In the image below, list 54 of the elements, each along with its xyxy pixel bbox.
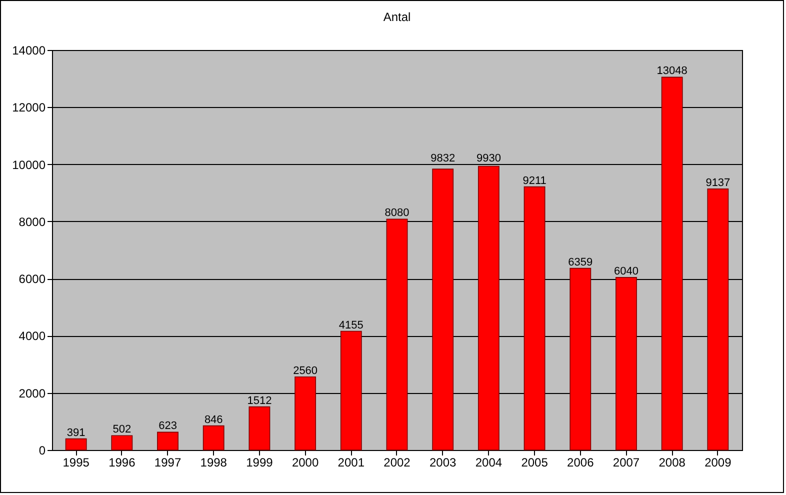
bar [248, 406, 270, 450]
bar [524, 186, 546, 450]
y-tick-label: 2000 [18, 386, 46, 400]
bar [111, 435, 133, 450]
y-tick-label: 4000 [18, 329, 46, 344]
x-tick-label: 2004 [475, 456, 502, 470]
bar [616, 277, 637, 450]
data-label: 9930 [476, 152, 501, 164]
y-tick-label: 10000 [12, 158, 46, 172]
data-label: 9137 [706, 176, 730, 189]
data-label: 4155 [338, 319, 364, 332]
data-label: 502 [112, 424, 132, 436]
x-tick-label: 1997 [154, 456, 182, 470]
data-label: 8080 [384, 207, 410, 220]
chart-title: Antal [383, 10, 411, 24]
y-tick-label: 8000 [18, 214, 46, 229]
bar [707, 188, 729, 450]
x-tick-label: 2009 [704, 456, 732, 470]
bar [65, 438, 87, 450]
data-label: 623 [158, 420, 177, 432]
bar [386, 218, 408, 450]
data-label: 6359 [568, 256, 593, 268]
x-tick-label: 1999 [246, 456, 274, 470]
bar [432, 168, 454, 450]
x-tick-label: 1996 [108, 456, 136, 470]
x-tick-label: 2002 [384, 456, 411, 470]
data-label: 391 [66, 426, 86, 439]
data-label: 6040 [614, 265, 638, 278]
x-tick-label: 2003 [429, 456, 457, 470]
x-tick-label: 2007 [612, 456, 640, 470]
bar [478, 166, 500, 450]
y-tick-label: 6000 [18, 272, 46, 286]
x-tick-label: 1998 [200, 456, 228, 470]
data-label: 1512 [247, 394, 272, 407]
x-tick-label: 2000 [292, 456, 319, 470]
data-label: 2560 [293, 364, 318, 377]
bar [661, 76, 683, 450]
bar [202, 425, 224, 450]
data-label: 9211 [522, 174, 546, 187]
x-tick-label: 2005 [521, 456, 548, 470]
bar [570, 268, 592, 450]
data-label: 846 [204, 414, 223, 426]
y-tick-label: 12000 [12, 100, 46, 115]
x-tick-label: 2001 [338, 456, 365, 470]
data-label: 9832 [430, 152, 456, 164]
bar [340, 330, 362, 450]
bar [157, 432, 178, 450]
x-tick-label: 1995 [62, 456, 90, 470]
x-tick-label: 2006 [567, 456, 594, 470]
y-tick-label: 14000 [12, 44, 46, 58]
bar [294, 376, 316, 450]
data-label: 13048 [656, 65, 688, 78]
y-tick-label: 0 [38, 444, 46, 458]
x-tick-label: 2008 [658, 456, 686, 470]
